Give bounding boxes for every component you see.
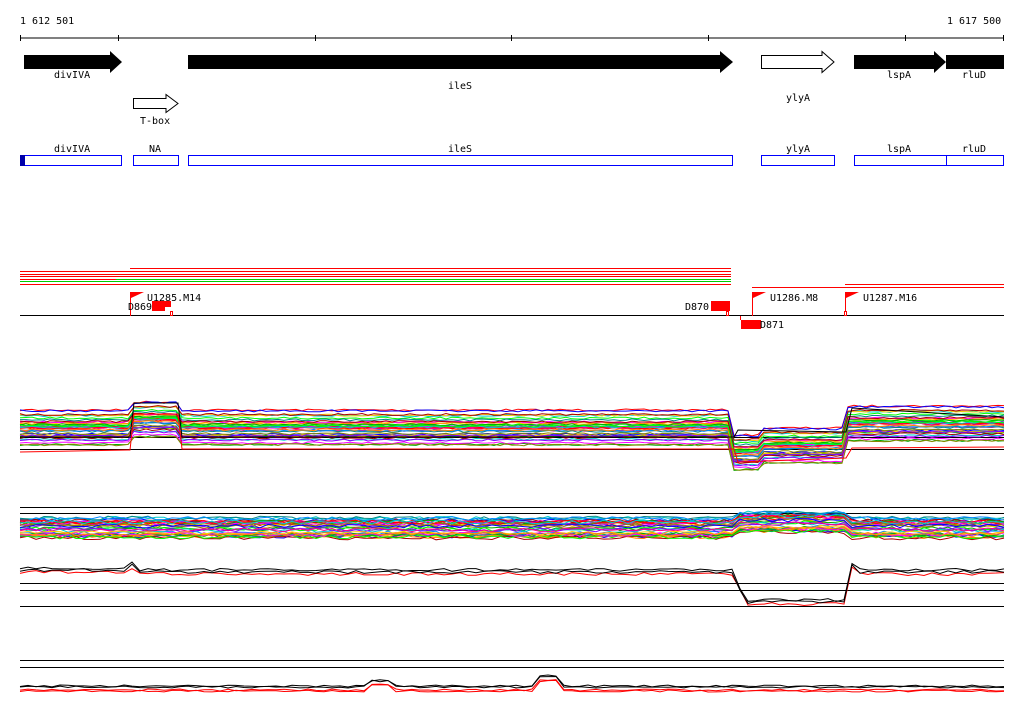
signal-line — [19, 418, 1005, 455]
signal-line — [19, 521, 1005, 533]
gene-rluD[interactable]: rluD — [946, 55, 1004, 81]
flag-label: U1286.M8 — [770, 293, 818, 304]
ruler — [20, 35, 1004, 41]
ruler-end-label: 1 617 500 — [947, 16, 1001, 27]
signal-line — [20, 402, 1005, 438]
gene-lspA[interactable]: lspA — [854, 51, 946, 81]
signal-line — [19, 510, 1005, 521]
feature-lines — [20, 268, 1004, 316]
signal-line — [19, 566, 1005, 607]
annotation-label: ylyA — [786, 144, 810, 155]
annotation-label: lspA — [887, 144, 911, 155]
gene-ylyA[interactable]: ylyA — [761, 50, 835, 105]
signal-line — [19, 517, 1005, 529]
flag-label: U1285.M14 — [147, 293, 201, 304]
annotation-label: NA — [149, 144, 161, 155]
block-D869[interactable]: D869 — [128, 301, 173, 316]
signal-line — [19, 420, 1005, 456]
annotation-label: rluD — [962, 144, 986, 155]
signal-line — [19, 428, 1005, 464]
signal-tracks — [19, 400, 1005, 693]
block-label: D871 — [760, 320, 784, 331]
gene-T-box[interactable]: T-box — [133, 93, 179, 128]
signal-line — [19, 401, 1005, 438]
signal-line — [19, 416, 1005, 453]
flag-U1285-M14[interactable]: U1285.M14 — [130, 292, 202, 316]
annotation-track — [20, 155, 1004, 166]
gene-label: ileS — [448, 81, 472, 92]
signal-line — [19, 417, 1005, 454]
gene-label: rluD — [962, 70, 986, 81]
gene-label: T-box — [140, 116, 170, 127]
signal-line — [19, 412, 1005, 448]
block-label: D870 — [685, 302, 709, 313]
signal-line — [19, 413, 1005, 463]
annotation-label: divIVA — [54, 144, 90, 155]
signal-line — [19, 434, 1005, 471]
gene-label: divIVA — [54, 70, 90, 81]
signal-line — [19, 426, 1005, 462]
signal-line — [19, 526, 1005, 537]
signal-line — [19, 433, 1005, 470]
signal-line — [19, 422, 1005, 458]
gene-label: lspA — [887, 70, 911, 81]
flag-U1287-M16[interactable]: U1287.M16 — [844, 292, 918, 316]
signal-line — [19, 513, 1005, 525]
signal-line — [19, 525, 1005, 537]
signal-line — [19, 435, 1005, 471]
signal-line — [19, 405, 1005, 441]
flag-U1286-M8[interactable]: U1286.M8 — [752, 292, 819, 316]
ruler-start-label: 1 612 501 — [20, 16, 74, 27]
signal-line — [19, 510, 1005, 522]
flag-label: U1287.M16 — [863, 293, 917, 304]
signal-line — [19, 563, 1005, 604]
signal-line — [19, 524, 1005, 536]
gene-label: ylyA — [786, 93, 810, 104]
signal-line — [19, 424, 1005, 460]
signal-line — [20, 410, 1005, 446]
signal-line — [19, 679, 1005, 692]
block-D871[interactable]: D871 — [740, 316, 785, 331]
signal-line — [19, 679, 1005, 693]
signal-line — [20, 526, 1005, 538]
annotation-label: ileS — [448, 144, 472, 155]
block-D870[interactable]: D870 — [685, 301, 730, 316]
signal-line — [19, 675, 1005, 689]
gene-ileS[interactable]: ileS — [188, 51, 733, 92]
signal-line — [19, 561, 1005, 603]
signal-line — [19, 674, 1005, 688]
gene-divIVA[interactable]: divIVA — [24, 51, 122, 81]
signal-line — [19, 408, 1005, 445]
signal-line — [19, 528, 1005, 540]
block-label: D869 — [128, 302, 152, 313]
